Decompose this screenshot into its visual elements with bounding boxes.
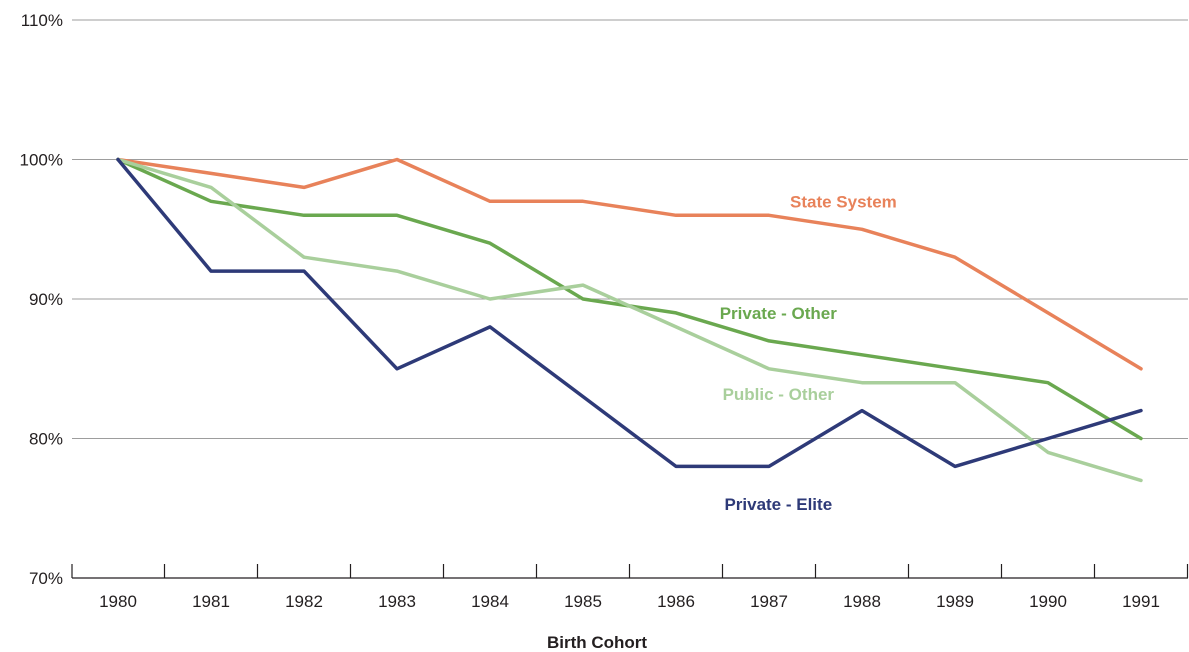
x-axis-title: Birth Cohort [547, 633, 647, 652]
series-label-state-system: State System [790, 192, 897, 211]
x-tick-label: 1982 [285, 592, 323, 611]
series-label-public-other: Public - Other [723, 385, 835, 404]
x-tick-label: 1991 [1122, 592, 1160, 611]
y-tick-label: 110% [21, 11, 63, 30]
x-tick-label: 1990 [1029, 592, 1067, 611]
series-labels: State System Private - Other Public - Othe… [720, 192, 897, 514]
series-line-private-elite [116, 157, 1143, 469]
x-tick-label: 1985 [564, 592, 602, 611]
x-tick-label: 1989 [936, 592, 974, 611]
axes: 70% 80% 90% 100% 110% 1980 1981 1982 1983 1984 198… [20, 11, 1189, 611]
x-tick-label: 1988 [843, 592, 881, 611]
series-line-state-system [116, 157, 1143, 371]
x-tick-label: 1980 [99, 592, 137, 611]
x-tick-label: 1984 [471, 592, 509, 611]
y-tick-label: 100% [20, 151, 63, 170]
series-lines [116, 157, 1143, 483]
y-tick-label: 80% [29, 430, 63, 449]
series-line-public-other [116, 157, 1143, 483]
y-tick-label: 70% [29, 569, 63, 588]
x-tick-label: 1981 [192, 592, 230, 611]
x-tick-label: 1986 [657, 592, 695, 611]
x-tick-label: 1987 [750, 592, 788, 611]
series-label-private-elite: Private - Elite [724, 495, 832, 514]
x-tick-label: 1983 [378, 592, 416, 611]
gridlines [72, 19, 1188, 439]
series-label-private-other: Private - Other [720, 304, 838, 323]
y-tick-label: 90% [29, 290, 63, 309]
